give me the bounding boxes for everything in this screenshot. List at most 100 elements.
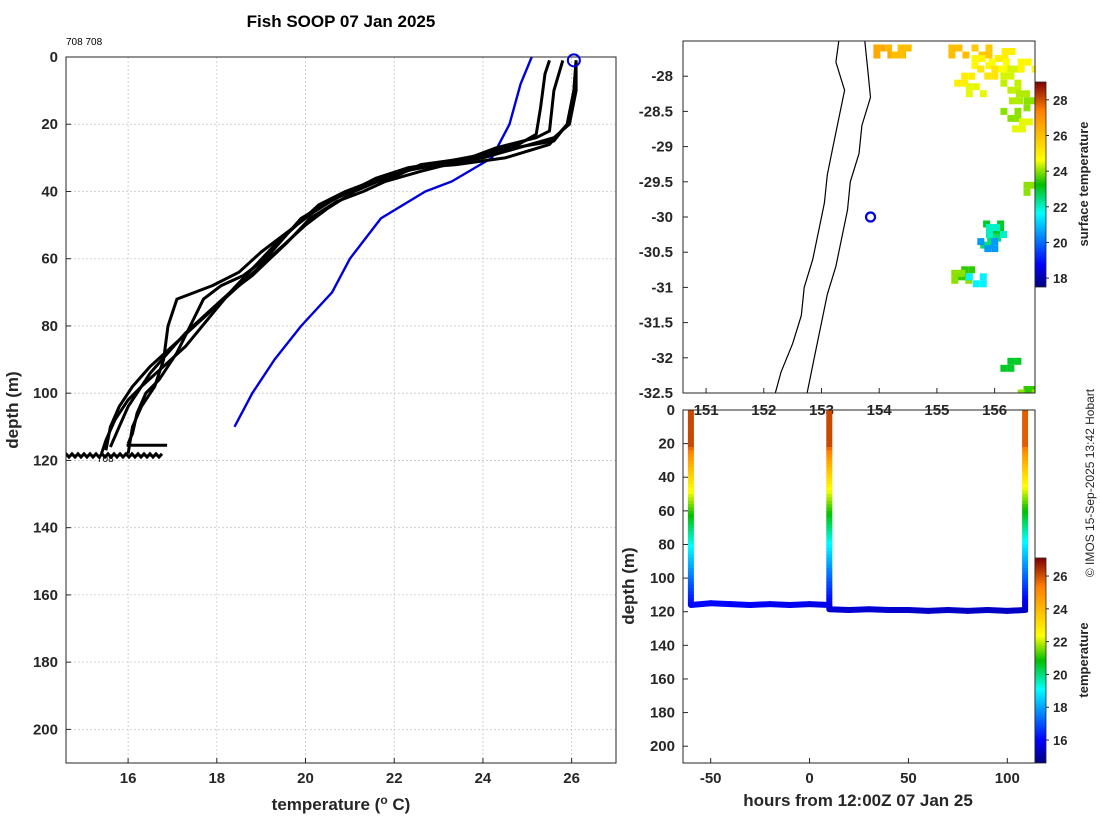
cast-segment (1022, 426, 1029, 431)
cast-segment (826, 514, 833, 519)
depth-time-y-tick-label: 160 (650, 671, 675, 688)
tow-track-segment (806, 601, 833, 608)
cast-segment (687, 477, 694, 482)
cast-segment (826, 510, 833, 515)
cast-segment (687, 440, 694, 445)
cast-segment (1022, 605, 1029, 609)
sst-pixel (965, 83, 973, 91)
depth-time-y-tick-label: 180 (650, 705, 675, 722)
cast-segment (826, 541, 833, 545)
cast-segment (1022, 584, 1029, 589)
sst-colorbar-ticks: 18 20 22 24 26 28 (1046, 93, 1068, 286)
cast-segment (1022, 497, 1029, 502)
sst-pixel (965, 273, 973, 281)
tow-track-segment (945, 607, 971, 614)
cast-segment (687, 433, 694, 438)
depth-time-panel: -50 0 50 100 0 20 40 60 80 100 120 140 160 180 200 ho… (619, 402, 1091, 810)
sst-pixel (1014, 79, 1022, 87)
map-y-tick-label: -28 (651, 68, 673, 85)
sst-map-panel: -28 -28.5 -29 -29.5 -30 -30.5 -31 -31.5 -32 -32.5… (639, 40, 1091, 419)
depth-time-x-tick-label: 100 (995, 770, 1020, 787)
sst-pixel (890, 51, 898, 59)
cast-segment (687, 594, 694, 599)
sst-pixel (972, 280, 980, 288)
depth-time-x-tick-label: 50 (900, 770, 917, 787)
tow-track-segment (925, 607, 951, 614)
cast-segment (687, 507, 694, 512)
cast-segment (1022, 423, 1029, 428)
cast-segment (687, 453, 694, 458)
cast-segment (826, 480, 833, 485)
tow-track-segment (984, 607, 1011, 614)
cast-segment (1022, 578, 1029, 582)
sst-pixel (1023, 97, 1031, 105)
sst-pixel (948, 44, 956, 52)
sst-pixel (979, 273, 987, 281)
coastline (774, 41, 846, 393)
sst-pixel (1007, 114, 1015, 122)
cast-segment (687, 527, 694, 532)
bottom-annotation: 708 (97, 454, 114, 465)
map-y-tick-label: -30.5 (639, 244, 673, 261)
sst-pixel (984, 72, 992, 80)
cast-segment (687, 520, 694, 525)
cast-segment (687, 487, 694, 492)
cast-segment (826, 477, 833, 482)
sst-colorbar-tick-label: 20 (1053, 235, 1067, 250)
cast-segment (1022, 470, 1029, 475)
sst-pixel (1014, 107, 1022, 115)
cast-segment (1022, 544, 1029, 549)
cast-segment (826, 453, 833, 458)
cast-segment (1022, 467, 1029, 472)
sst-pixel (873, 51, 881, 59)
temperature-colorbar-tick-label: 16 (1053, 733, 1067, 748)
profile-x-ticks: 16 18 20 22 24 26 (120, 758, 580, 787)
sst-pixel (986, 231, 993, 238)
cast-segment (1022, 524, 1029, 529)
profile-y-ticks: 0 20 40 60 80 100 120 140 160 180 200 (33, 49, 71, 738)
profile-series (66, 57, 578, 460)
sst-pixel (880, 44, 888, 52)
cast-segment (687, 534, 694, 539)
sst-pixel (1016, 97, 1023, 105)
cast-segment (826, 433, 833, 438)
cast-segment (826, 520, 833, 525)
cast-segment (687, 447, 694, 451)
sst-pixel (1017, 65, 1025, 73)
sst-pixel (1007, 364, 1015, 372)
sst-pixel (1031, 65, 1035, 73)
temperature-colorbar-tick-label: 20 (1053, 667, 1067, 682)
sst-colorbar-tick-label: 28 (1053, 93, 1067, 108)
sst-pixel (1007, 86, 1015, 94)
cast-segment (826, 430, 833, 435)
profile-frame (65, 56, 617, 764)
depth-time-y-tick-label: 140 (650, 637, 675, 654)
cast-segment (687, 547, 694, 552)
tow-track-segment (905, 607, 932, 614)
cast-segment (826, 588, 833, 593)
cast-segment (826, 463, 833, 468)
cast-segment (687, 490, 694, 495)
depth-time-y-label: depth (m) (619, 547, 638, 624)
sst-pixel (1002, 65, 1010, 73)
cast-segment (1022, 568, 1029, 572)
map-y-ticks: -28 -28.5 -29 -29.5 -30 -30.5 -31 -31.5 -32 -32.5 (639, 68, 688, 402)
cast-segment (826, 524, 833, 529)
cast-segment (1022, 477, 1029, 482)
sst-pixel (972, 83, 980, 91)
cast-segment (687, 514, 694, 519)
cast-segment (826, 571, 833, 576)
sst-pixel (1007, 72, 1015, 80)
depth-time-x-label: hours from 12:00Z 07 Jan 25 (743, 791, 973, 810)
sst-pixel (994, 55, 1002, 62)
sst-pixel (1024, 58, 1032, 66)
sst-pixel (978, 55, 986, 63)
temperature-colorbar-tick-label: 26 (1053, 569, 1067, 584)
cast-segment (687, 510, 694, 515)
cast-segment (687, 423, 694, 428)
sst-pixel (987, 234, 995, 242)
sst-pixel (986, 224, 993, 231)
cast-segment (1022, 473, 1029, 478)
cast-segment (826, 554, 833, 559)
cast-segment (826, 410, 833, 414)
